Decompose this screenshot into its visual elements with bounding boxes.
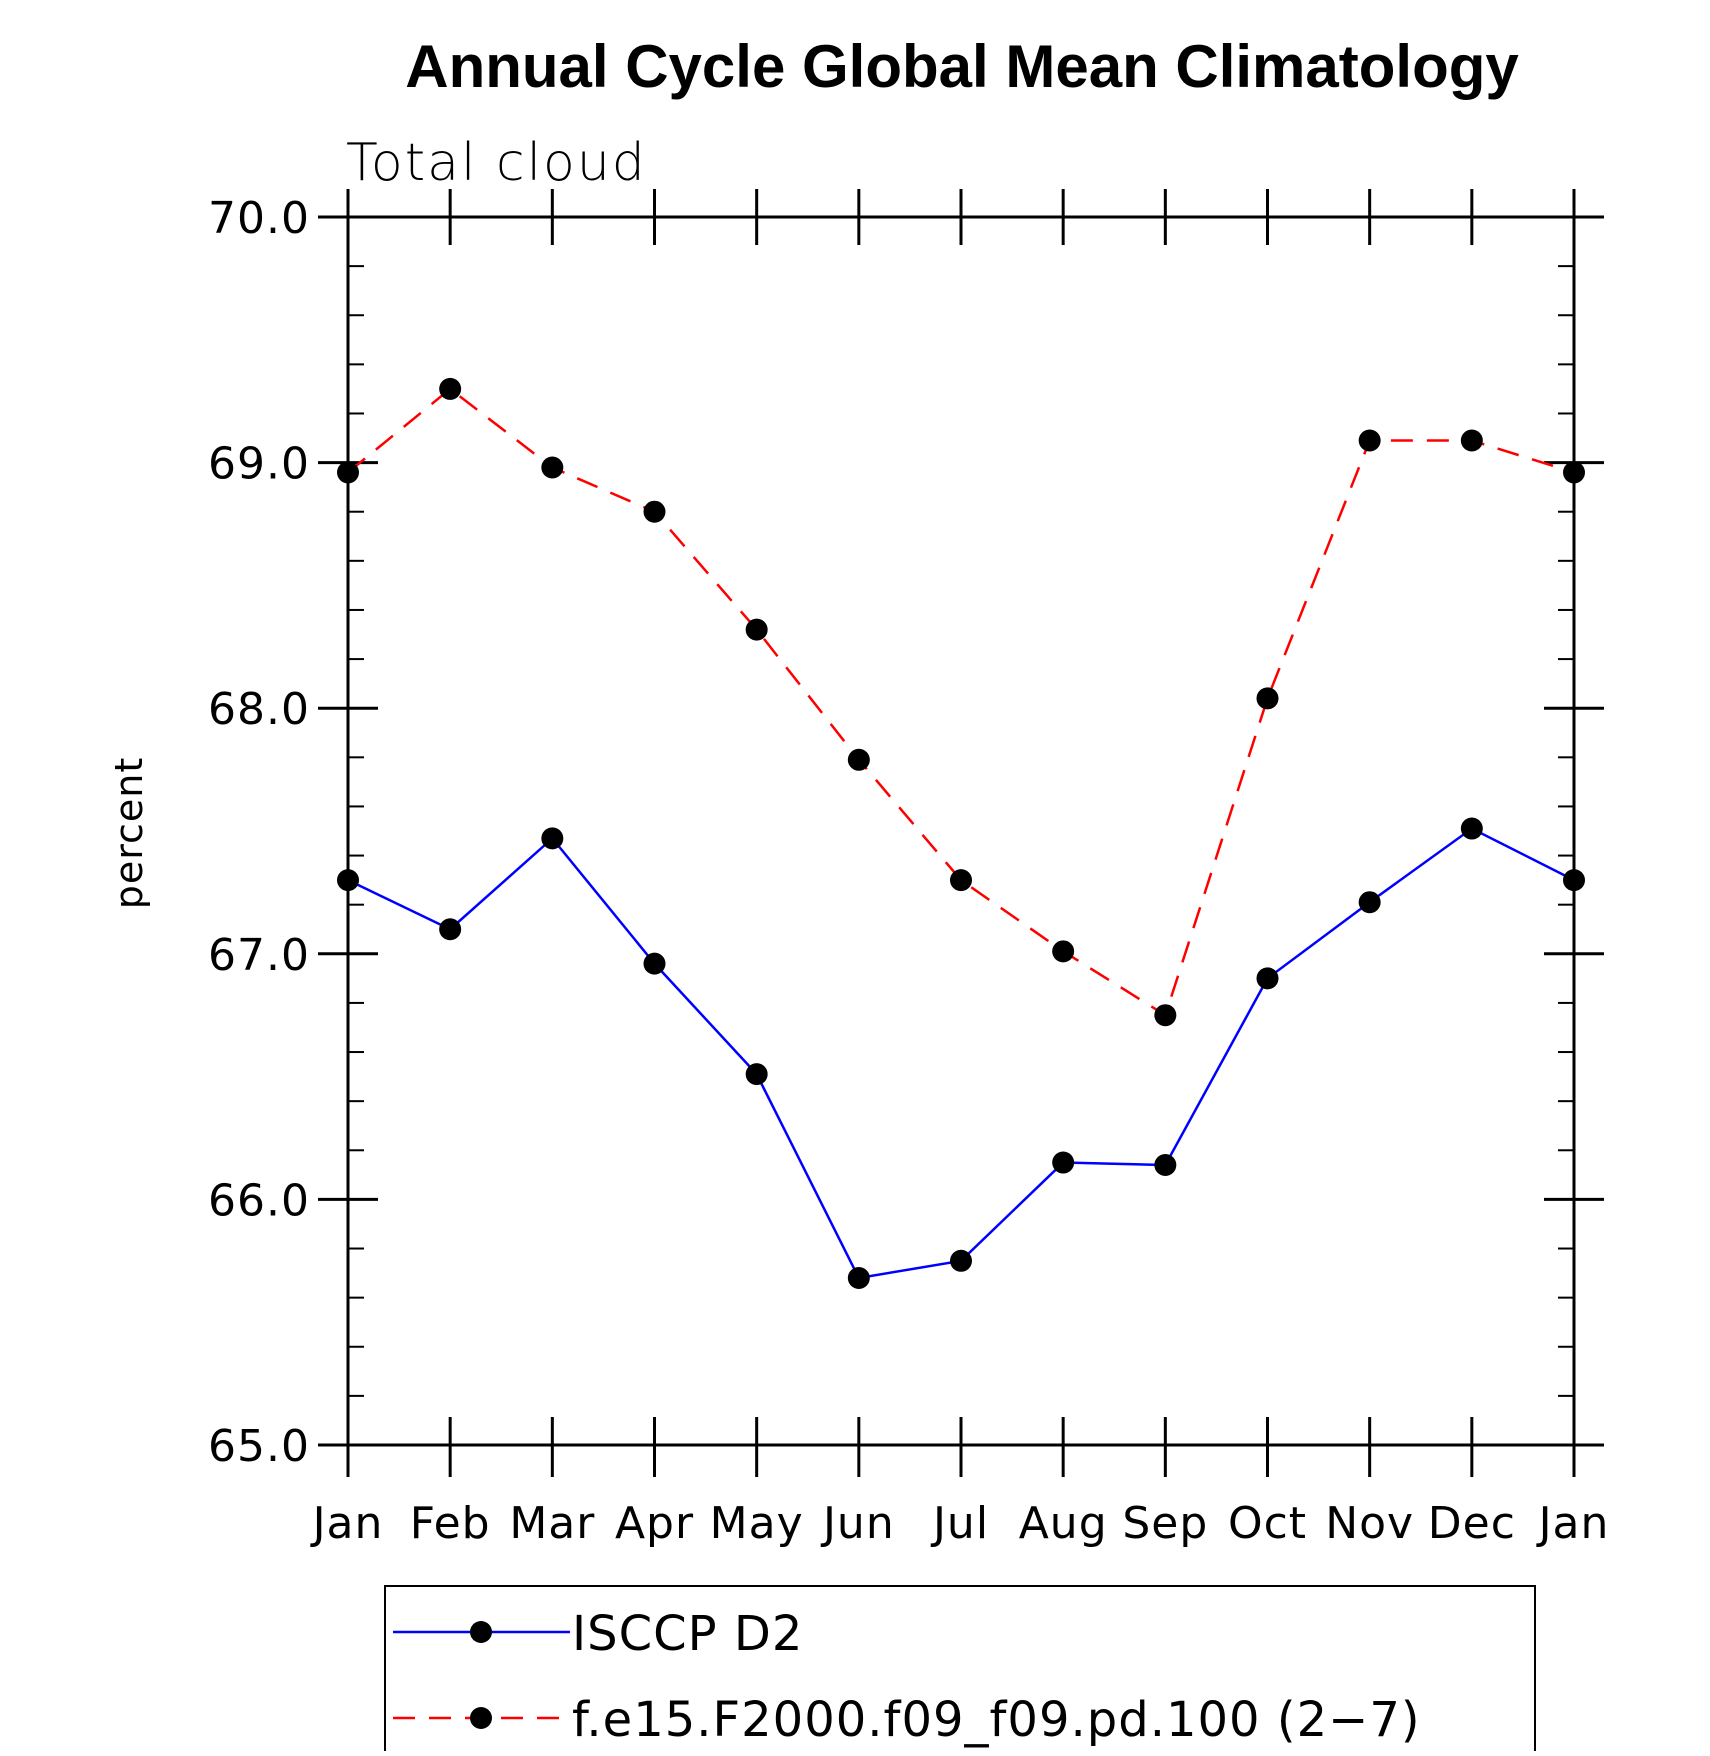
chart-subtitle: Total cloud [346,133,647,193]
legend-marker [470,1621,492,1643]
data-point [337,869,359,892]
data-point [1154,1154,1177,1177]
data-point [950,869,972,892]
data-point [950,1249,972,1272]
series-layer [337,377,1585,1289]
x-tick-label: Dec [1428,1498,1516,1549]
data-point [1052,940,1075,963]
x-tick-label: Sep [1122,1498,1208,1549]
legend: ISCCP D2 f.e15.F2000.f09_f09.pd.100 (2−7) [384,1585,1536,1756]
data-point [1563,869,1585,892]
x-tick-label: Nov [1325,1498,1414,1549]
chart-title: Annual Cycle Global Mean Climatology [405,33,1519,100]
x-tick-label: Jan [1536,1498,1610,1549]
y-tick-label: 70.0 [208,193,310,244]
x-tick-label: Jun [820,1498,895,1549]
x-tick-label: Jan [310,1498,384,1549]
legend-label: f.e15.F2000.f09_f09.pd.100 (2−7) [572,1692,1421,1748]
y-tick-label: 67.0 [208,930,310,981]
data-point [1256,687,1279,710]
data-point [337,461,359,484]
data-point [643,500,666,523]
y-tick-label: 69.0 [208,439,310,490]
data-point [1052,1151,1075,1174]
x-tick-label: Oct [1228,1498,1307,1549]
legend-box [384,1585,1536,1756]
x-tick-label: Feb [410,1498,491,1549]
y-tick-label: 65.0 [208,1421,310,1472]
data-point [541,456,564,479]
series-line-1 [347,827,1575,1280]
data-point [643,952,666,975]
data-point [745,618,768,641]
x-tick-label: Jul [930,1498,989,1549]
data-point [847,748,870,771]
x-tick-label: Mar [509,1498,595,1549]
data-point [1563,461,1585,484]
data-point [1154,1004,1177,1027]
data-point [1358,891,1381,914]
x-tick-label: Apr [615,1498,694,1549]
data-point [439,377,462,400]
data-point [1358,429,1381,452]
data-point [745,1063,768,1086]
x-tick-label: May [710,1498,804,1549]
data-point [1460,817,1483,840]
data-point [541,827,564,850]
y-tick-label: 68.0 [208,684,310,735]
x-tick-label: Aug [1019,1498,1108,1549]
y-axis-label: percent [107,757,151,910]
series-line-2 [347,387,1575,1018]
y-tick-label: 66.0 [208,1175,310,1226]
data-point [439,918,462,941]
axis-ticks: Jan Feb Mar Apr May Jun Jul Aug Sep Oct Nov Dec Jan6… [208,189,1610,1549]
legend-label: ISCCP D2 [572,1606,803,1662]
data-point [847,1266,870,1289]
data-point [1256,967,1279,990]
legend-marker [470,1707,492,1729]
data-point [1460,429,1483,452]
